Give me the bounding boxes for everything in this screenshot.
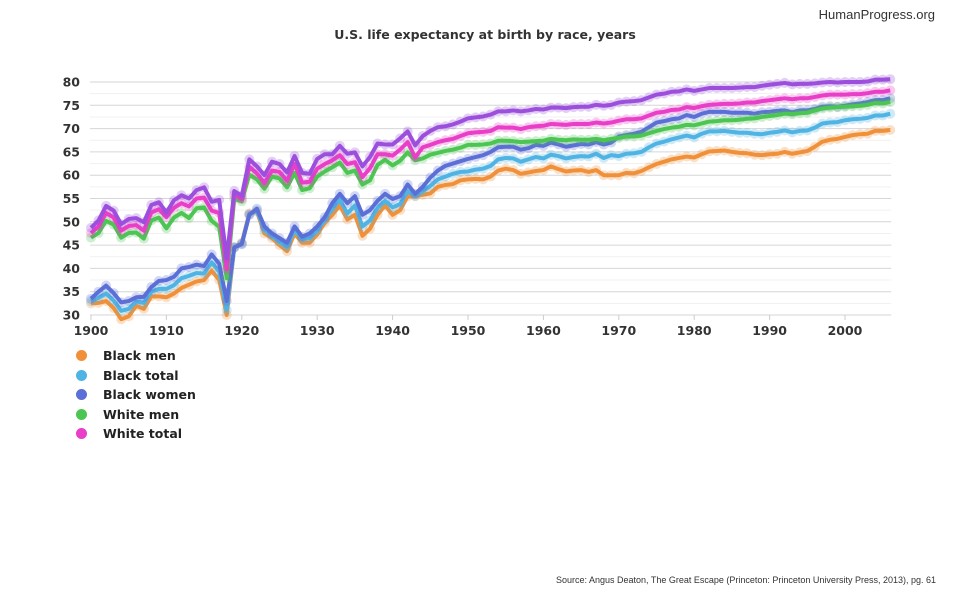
y-tick-label: 40 [63, 261, 81, 276]
legend-marker-icon [76, 408, 87, 420]
y-tick-label: 75 [63, 98, 80, 113]
x-tick-label: 1980 [677, 323, 712, 338]
x-tick-label: 2000 [828, 323, 863, 338]
x-tick-label: 1910 [149, 323, 184, 338]
legend-item[interactable]: White total [76, 424, 196, 444]
x-tick-label: 1970 [601, 323, 636, 338]
legend-label: Black women [103, 387, 196, 403]
x-tick-label: 1950 [451, 323, 486, 338]
black-women-line [89, 96, 891, 305]
legend-item[interactable]: Black men [76, 346, 196, 366]
y-tick-label: 55 [63, 191, 80, 206]
legend-item[interactable]: White men [76, 405, 196, 425]
legend-label: White total [103, 426, 183, 442]
series-line [89, 77, 891, 261]
legend-marker-icon [76, 350, 87, 362]
brand-text[interactable]: HumanProgress.org [818, 7, 935, 22]
y-tick-label: 60 [63, 168, 81, 183]
y-tick-label: 70 [63, 121, 81, 136]
legend-label: Black men [103, 348, 176, 364]
x-tick-label: 1960 [526, 323, 561, 338]
legend-label: Black total [103, 367, 179, 383]
x-tick-label: 1920 [224, 323, 259, 338]
y-tick-label: 35 [63, 284, 80, 299]
y-tick-label: 30 [63, 308, 81, 323]
legend-marker-icon [76, 428, 87, 440]
legend-label: White men [103, 406, 180, 422]
legend-marker-icon [76, 369, 87, 381]
legend-item[interactable]: Black total [76, 366, 196, 386]
x-tick-label: 1900 [74, 323, 109, 338]
y-tick-label: 80 [63, 75, 81, 90]
legend-item[interactable]: Black women [76, 385, 196, 405]
x-tick-label: 1940 [375, 323, 410, 338]
legend-marker-icon [76, 389, 87, 401]
y-tick-label: 50 [63, 214, 81, 229]
source-note: Source: Angus Deaton, The Great Escape (… [555, 575, 936, 585]
legend: Black men Black total Black women White men… [76, 346, 196, 444]
y-tick-label: 65 [63, 144, 80, 159]
y-tick-label: 45 [63, 238, 80, 253]
chart-title: U.S. life expectancy at birth by race, y… [334, 27, 636, 42]
x-tick-label: 1930 [300, 323, 335, 338]
x-tick-label: 1990 [752, 323, 787, 338]
